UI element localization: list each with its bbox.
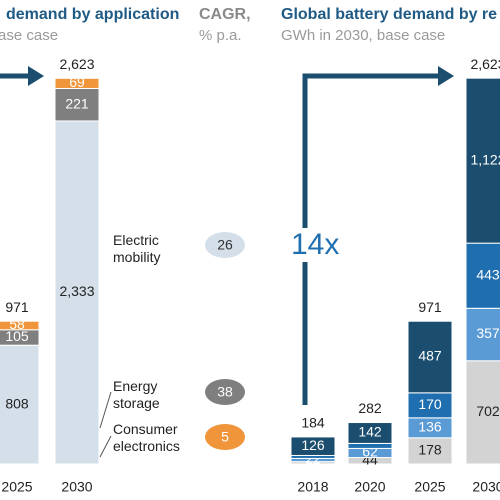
cagr-badge [205, 379, 245, 405]
bar-segment [407, 392, 453, 419]
cagr-title: CAGR, [199, 6, 251, 23]
bar-segment [465, 307, 500, 362]
bar-segment [54, 120, 100, 465]
total-label: 971 [5, 299, 29, 315]
bar-segment [407, 437, 453, 465]
value-label: 142 [358, 424, 382, 440]
cagr-value: 38 [217, 384, 233, 400]
value-label: 1,122 [470, 151, 500, 167]
leader-line [99, 391, 112, 429]
value-label: 221 [65, 95, 89, 111]
leader-line [99, 435, 112, 458]
x-tick-label: 2030 [61, 479, 92, 495]
bar-segment [290, 436, 336, 456]
right-title: Global battery demand by re [281, 6, 497, 23]
value-label: 357 [476, 325, 500, 341]
value-label: 808 [5, 395, 29, 411]
bar-segment [465, 77, 500, 244]
x-tick-label: 2020 [354, 479, 385, 495]
left-title: demand by application [6, 6, 179, 23]
value-label: 487 [418, 348, 442, 364]
cagr-value: 5 [221, 429, 229, 445]
x-tick-label: 2025 [1, 479, 32, 495]
arrow [302, 73, 440, 405]
annotation-bg [290, 228, 330, 262]
cagr-value: 26 [217, 237, 233, 253]
bar-segment [0, 320, 40, 331]
series-label: Energy storage [113, 378, 160, 411]
cagr-badge [205, 232, 245, 258]
value-label: 136 [418, 419, 442, 435]
arrow-head [28, 66, 44, 86]
cagr-subtitle: % p.a. [199, 27, 242, 44]
cagr-badge [205, 424, 245, 450]
value-label: 69 [69, 74, 85, 90]
annotation: 14x [291, 228, 339, 261]
right-subtitle: GWh in 2030, base case [281, 27, 445, 44]
arrow-head [438, 66, 454, 86]
bar-segment [347, 422, 393, 444]
value-label: 443 [476, 266, 500, 282]
bar-segment [54, 77, 100, 89]
series-label: Consumer electronics [113, 421, 180, 454]
value-label: 2,333 [59, 283, 94, 299]
value-label: 178 [418, 442, 442, 458]
total-label: 971 [418, 299, 442, 315]
bar-segment [347, 442, 393, 449]
series-label: Electric mobility [113, 232, 161, 265]
value-label: 58 [9, 316, 25, 332]
value-label: 126 [301, 437, 325, 453]
x-tick-label: 2018 [297, 479, 328, 495]
left-subtitle: ase case [0, 27, 58, 44]
value-label: 702 [476, 403, 500, 419]
total-label: 184 [301, 415, 325, 431]
total-label: 2,623 [470, 56, 500, 72]
x-tick-label: 2030 [472, 479, 500, 495]
total-label: 2,623 [59, 56, 94, 72]
total-label: 282 [358, 400, 382, 416]
value-label: 170 [418, 396, 442, 412]
bar-segment [407, 320, 453, 394]
bar-segment [0, 344, 40, 465]
x-tick-label: 2025 [414, 479, 445, 495]
value-label: 105 [5, 328, 29, 344]
